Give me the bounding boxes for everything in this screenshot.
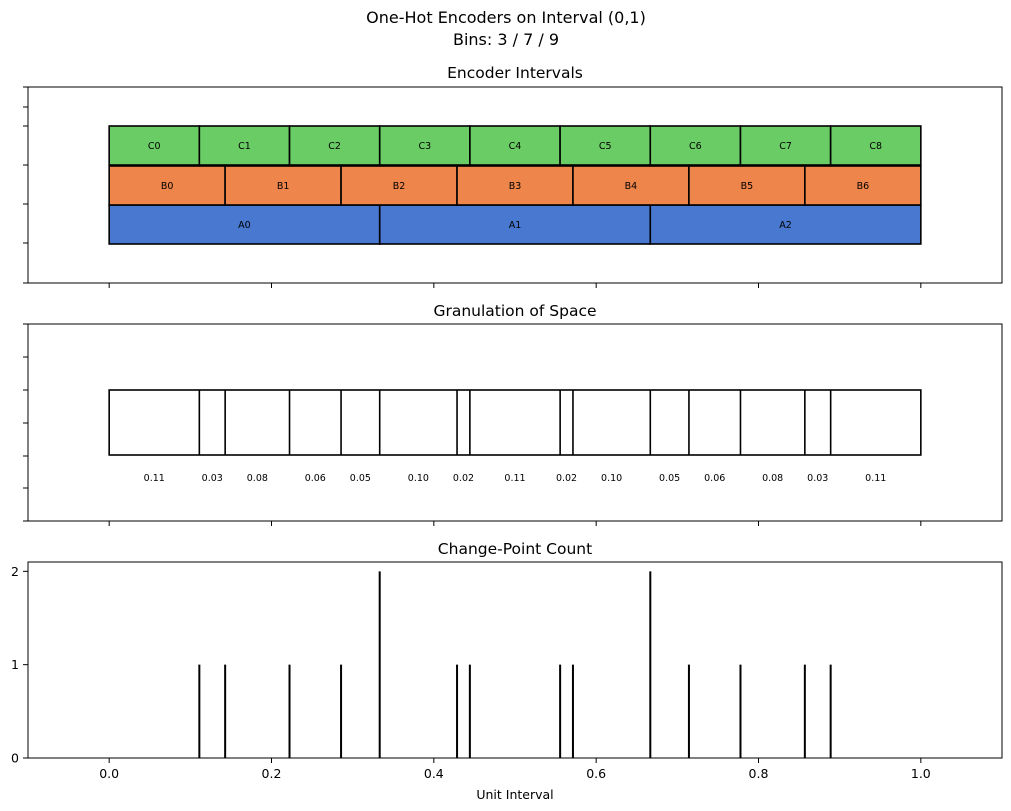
encoder-bin-label: C0 [148, 141, 161, 152]
granule-width-label: 0.05 [659, 473, 680, 484]
x-tick-label: 0.8 [749, 766, 769, 781]
x-tick-label: 0.4 [424, 766, 444, 781]
x-tick-label: 0.2 [262, 766, 282, 781]
granule-width-label: 0.08 [762, 473, 783, 484]
y-tick-label: 0 [11, 751, 19, 766]
granule-width-label: 0.08 [247, 473, 268, 484]
granule-width-label: 0.06 [704, 473, 725, 484]
granulation-frame [27, 323, 1003, 522]
encoder-bin-label: A2 [779, 220, 792, 231]
encoder-bin-C3 [378, 125, 471, 166]
encoder-bin-label: B6 [857, 181, 870, 192]
encoder-bin-label: B0 [161, 181, 174, 192]
granule-width-label: 0.11 [144, 473, 165, 484]
change-point-panel: 0 1 2 0.0 0.2 0.4 0.6 0.8 1.0 [11, 564, 931, 781]
encoder-bin-A0 [108, 204, 381, 245]
encoder-bin-C2 [288, 125, 381, 166]
encoder-bin-label: B5 [741, 181, 754, 192]
encoder-bin-B3 [456, 165, 574, 206]
granule-width-label: 0.02 [453, 473, 474, 484]
encoder-bin-label: B4 [625, 181, 638, 192]
encoder-bin-A1 [378, 204, 652, 245]
encoder-bin-label: C8 [869, 141, 882, 152]
encoder-bin-label: B2 [393, 181, 406, 192]
panel-encoder-title: Encoder Intervals [447, 64, 583, 82]
encoder-intervals-panel: A0 A1 A2 B0 B1 B2 B3 B4 B5 B6 C0 C1 C2 C3 C4 C5 C6 C7 C8 [23, 86, 922, 288]
granule-width-label: 0.02 [556, 473, 577, 484]
change-point-frame [27, 561, 1003, 759]
encoder-bin-B2 [340, 165, 458, 206]
encoder-bin-label: A0 [238, 220, 251, 231]
encoder-intervals-frame [27, 86, 1003, 284]
encoder-bin-label: C1 [238, 141, 251, 152]
encoder-bin-C5 [559, 125, 652, 166]
encoder-bin-label: C2 [328, 141, 341, 152]
granule-width-label: 0.11 [865, 473, 886, 484]
encoder-bin-label: B1 [277, 181, 290, 192]
granule-width-label: 0.05 [350, 473, 371, 484]
x-tick-label: 1.0 [911, 766, 931, 781]
granule-width-label: 0.10 [601, 473, 622, 484]
granule-width-label: 0.03 [807, 473, 828, 484]
encoder-bin-C1 [198, 125, 291, 166]
figure-title: One-Hot Encoders on Interval (0,1) [366, 8, 646, 27]
encoder-bin-C7 [739, 125, 832, 166]
encoder-bin-label: C3 [418, 141, 431, 152]
granule-width-label: 0.06 [305, 473, 326, 484]
encoder-bin-C6 [649, 125, 742, 166]
panel-changepoint-title: Change-Point Count [438, 540, 592, 558]
granule-width-label: 0.11 [504, 473, 525, 484]
x-tick-label: 0.0 [99, 766, 119, 781]
y-tick-label: 2 [11, 564, 19, 579]
granule-width-label: 0.10 [408, 473, 429, 484]
encoder-bin-label: B3 [509, 181, 522, 192]
encoder-bin-label: C7 [779, 141, 792, 152]
encoder-bin-B6 [804, 165, 922, 206]
encoder-bin-B4 [572, 165, 690, 206]
granulation-box [108, 389, 922, 456]
encoder-bin-label: C4 [509, 141, 522, 152]
encoder-bin-B1 [224, 165, 342, 206]
encoder-bin-label: C6 [689, 141, 702, 152]
encoder-bin-C8 [829, 125, 922, 166]
panel-granulation-title: Granulation of Space [433, 302, 596, 320]
granule-width-label: 0.03 [202, 473, 223, 484]
x-tick-label: 0.6 [586, 766, 606, 781]
figure-subtitle: Bins: 3 / 7 / 9 [453, 30, 559, 49]
y-tick-label: 1 [11, 657, 19, 672]
encoder-bin-B5 [688, 165, 806, 206]
encoder-bin-label: A1 [509, 220, 522, 231]
encoder-bin-label: C5 [599, 141, 612, 152]
x-axis-label: Unit Interval [476, 787, 553, 802]
granulation-panel: 0.11 0.03 0.08 0.06 0.05 0.10 0.02 0.11 0.02 0.10… [23, 323, 922, 526]
